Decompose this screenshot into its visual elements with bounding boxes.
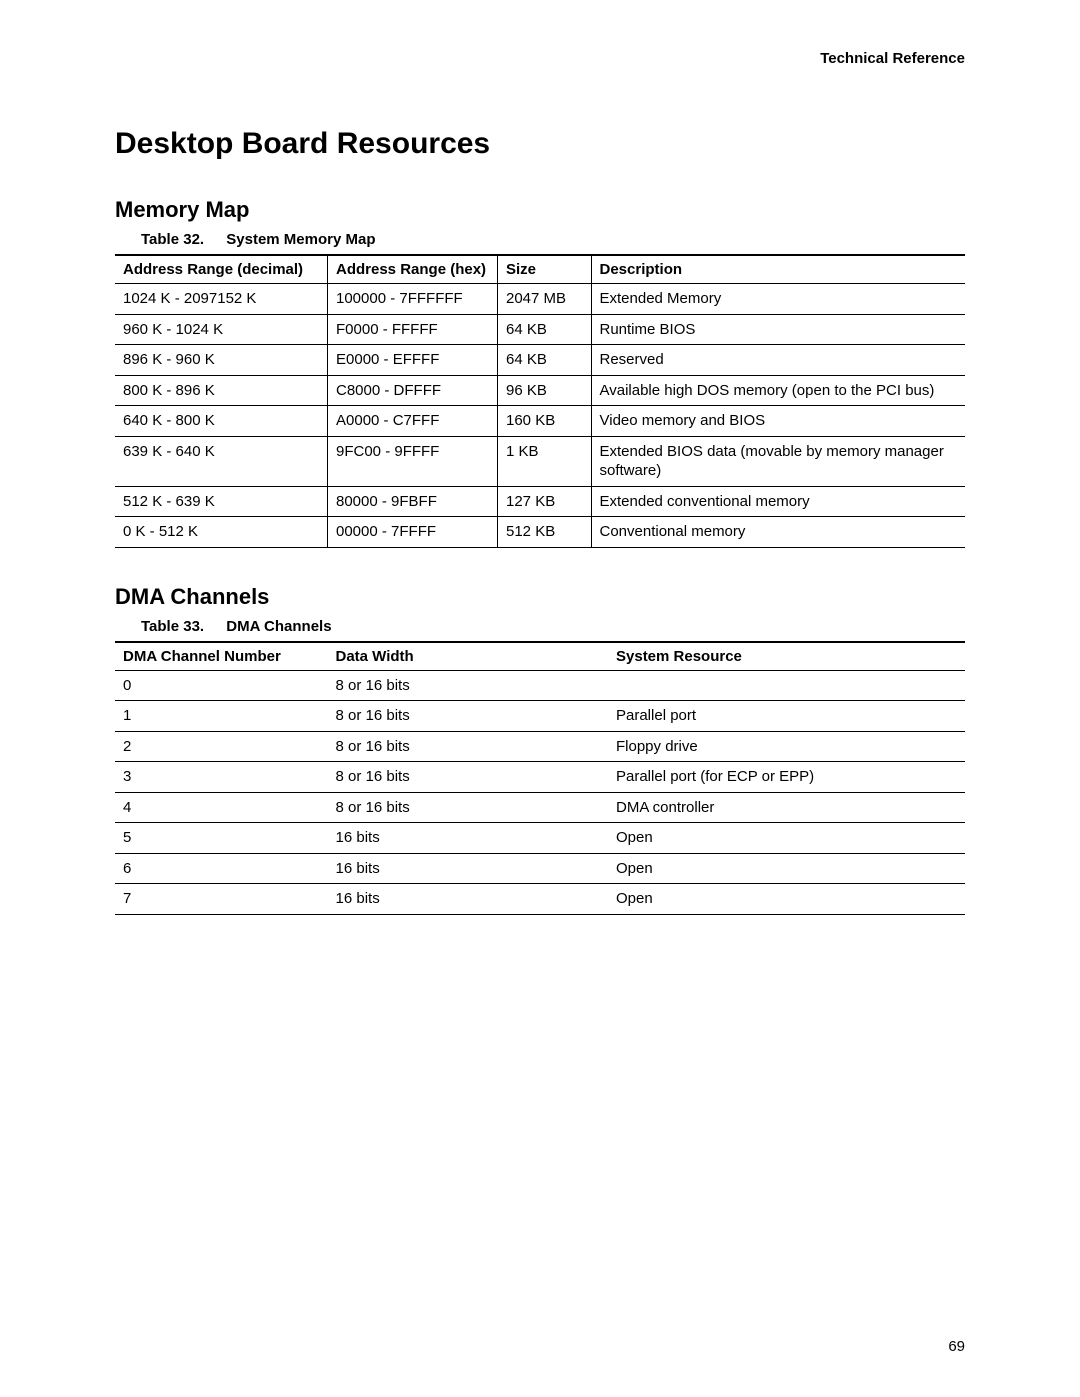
dma-table-caption-label: Table 33. — [141, 618, 204, 635]
cell: 2 — [115, 731, 328, 762]
cell: 512 K - 639 K — [115, 486, 328, 517]
table-row: 0 8 or 16 bits — [115, 670, 965, 701]
table-row: 800 K - 896 K C8000 - DFFFF 96 KB Availa… — [115, 375, 965, 406]
cell: 16 bits — [328, 853, 609, 884]
cell: 1 KB — [498, 436, 592, 486]
cell: 8 or 16 bits — [328, 701, 609, 732]
cell: 8 or 16 bits — [328, 670, 609, 701]
cell: 3 — [115, 762, 328, 793]
col-header: Address Range (hex) — [328, 255, 498, 284]
cell: 127 KB — [498, 486, 592, 517]
table-row: 960 K - 1024 K F0000 - FFFFF 64 KB Runti… — [115, 314, 965, 345]
cell: 96 KB — [498, 375, 592, 406]
cell: 2047 MB — [498, 284, 592, 315]
cell: Extended Memory — [591, 284, 965, 315]
col-header: Data Width — [328, 642, 609, 671]
table-row: 6 16 bits Open — [115, 853, 965, 884]
cell: 0 — [115, 670, 328, 701]
cell: Runtime BIOS — [591, 314, 965, 345]
cell: Parallel port (for ECP or EPP) — [608, 762, 965, 793]
cell: 6 — [115, 853, 328, 884]
cell: 640 K - 800 K — [115, 406, 328, 437]
cell: 896 K - 960 K — [115, 345, 328, 376]
table-row: 1 8 or 16 bits Parallel port — [115, 701, 965, 732]
cell: 8 or 16 bits — [328, 731, 609, 762]
col-header: Description — [591, 255, 965, 284]
col-header: Address Range (decimal) — [115, 255, 328, 284]
cell: DMA controller — [608, 792, 965, 823]
col-header: System Resource — [608, 642, 965, 671]
cell: Open — [608, 823, 965, 854]
cell: Open — [608, 884, 965, 915]
table-row: 3 8 or 16 bits Parallel port (for ECP or… — [115, 762, 965, 793]
cell: Parallel port — [608, 701, 965, 732]
dma-table-caption: Table 33. DMA Channels — [115, 618, 965, 635]
memory-table-caption-label: Table 32. — [141, 231, 204, 248]
cell: Floppy drive — [608, 731, 965, 762]
table-row: 0 K - 512 K 00000 - 7FFFF 512 KB Convent… — [115, 517, 965, 548]
cell: 100000 - 7FFFFFF — [328, 284, 498, 315]
cell: 160 KB — [498, 406, 592, 437]
table-row: 896 K - 960 K E0000 - EFFFF 64 KB Reserv… — [115, 345, 965, 376]
page-number: 69 — [948, 1338, 965, 1355]
page-title: Desktop Board Resources — [115, 127, 965, 161]
table-row: 639 K - 640 K 9FC00 - 9FFFF 1 KB Extende… — [115, 436, 965, 486]
cell: 9FC00 - 9FFFF — [328, 436, 498, 486]
table-row: 2 8 or 16 bits Floppy drive — [115, 731, 965, 762]
table-row: 640 K - 800 K A0000 - C7FFF 160 KB Video… — [115, 406, 965, 437]
cell: 8 or 16 bits — [328, 762, 609, 793]
cell: 80000 - 9FBFF — [328, 486, 498, 517]
col-header: Size — [498, 255, 592, 284]
cell: E0000 - EFFFF — [328, 345, 498, 376]
cell: C8000 - DFFFF — [328, 375, 498, 406]
cell: 8 or 16 bits — [328, 792, 609, 823]
cell: 512 KB — [498, 517, 592, 548]
col-header: DMA Channel Number — [115, 642, 328, 671]
table-row: 5 16 bits Open — [115, 823, 965, 854]
cell: 16 bits — [328, 823, 609, 854]
cell: F0000 - FFFFF — [328, 314, 498, 345]
cell: Available high DOS memory (open to the P… — [591, 375, 965, 406]
table-row: 7 16 bits Open — [115, 884, 965, 915]
cell: 960 K - 1024 K — [115, 314, 328, 345]
cell: 64 KB — [498, 345, 592, 376]
cell: 1 — [115, 701, 328, 732]
cell: 7 — [115, 884, 328, 915]
cell: Conventional memory — [591, 517, 965, 548]
memory-map-table: Address Range (decimal) Address Range (h… — [115, 254, 965, 548]
cell — [608, 670, 965, 701]
cell: 16 bits — [328, 884, 609, 915]
cell: Video memory and BIOS — [591, 406, 965, 437]
cell: Extended BIOS data (movable by memory ma… — [591, 436, 965, 486]
cell: 64 KB — [498, 314, 592, 345]
cell: 639 K - 640 K — [115, 436, 328, 486]
table-header-row: DMA Channel Number Data Width System Res… — [115, 642, 965, 671]
dma-table-caption-title: DMA Channels — [226, 618, 331, 635]
cell: 800 K - 896 K — [115, 375, 328, 406]
table-header-row: Address Range (decimal) Address Range (h… — [115, 255, 965, 284]
cell: 5 — [115, 823, 328, 854]
dma-channels-table: DMA Channel Number Data Width System Res… — [115, 641, 965, 915]
memory-table-caption-title: System Memory Map — [226, 231, 375, 248]
dma-channels-heading: DMA Channels — [115, 584, 965, 610]
header-reference: Technical Reference — [115, 50, 965, 67]
table-row: 512 K - 639 K 80000 - 9FBFF 127 KB Exten… — [115, 486, 965, 517]
cell: 4 — [115, 792, 328, 823]
cell: A0000 - C7FFF — [328, 406, 498, 437]
cell: Extended conventional memory — [591, 486, 965, 517]
cell: 0 K - 512 K — [115, 517, 328, 548]
memory-table-caption: Table 32. System Memory Map — [115, 231, 965, 248]
cell: 1024 K - 2097152 K — [115, 284, 328, 315]
table-row: 1024 K - 2097152 K 100000 - 7FFFFFF 2047… — [115, 284, 965, 315]
page: Technical Reference Desktop Board Resour… — [0, 0, 1080, 1397]
cell: Open — [608, 853, 965, 884]
cell: 00000 - 7FFFF — [328, 517, 498, 548]
memory-map-heading: Memory Map — [115, 197, 965, 223]
cell: Reserved — [591, 345, 965, 376]
table-row: 4 8 or 16 bits DMA controller — [115, 792, 965, 823]
